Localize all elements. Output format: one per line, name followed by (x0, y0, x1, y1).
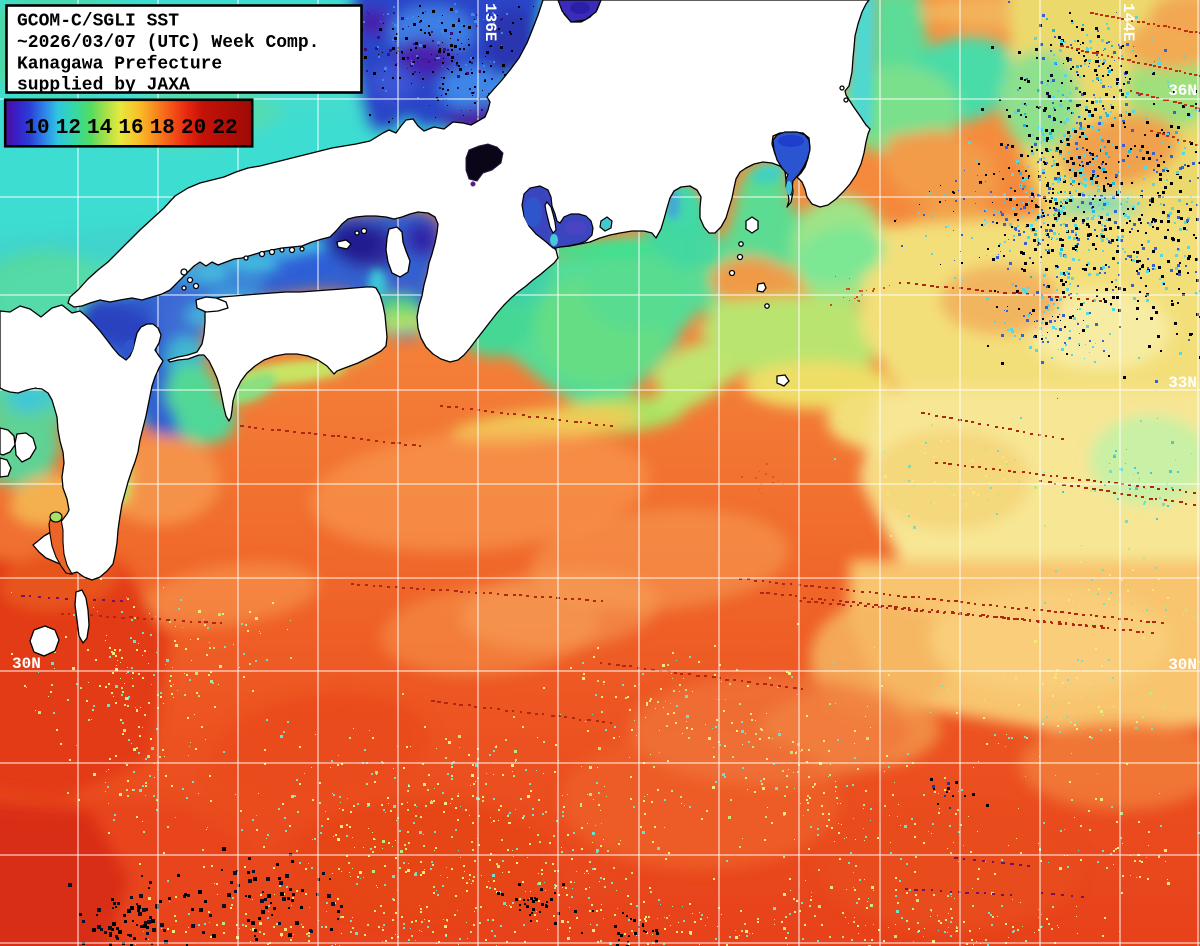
svg-text:Kanagawa Prefecture: Kanagawa Prefecture (17, 54, 222, 74)
svg-text:GCOM-C/SGLI SST: GCOM-C/SGLI SST (17, 12, 179, 32)
svg-text:supplied by JAXA: supplied by JAXA (17, 76, 190, 96)
svg-text:18: 18 (150, 117, 175, 140)
svg-text:144E: 144E (1119, 3, 1137, 41)
svg-text:33N: 33N (1168, 374, 1197, 392)
svg-text:10: 10 (24, 117, 49, 140)
svg-text:~2026/03/07 (UTC) Week Comp.: ~2026/03/07 (UTC) Week Comp. (17, 33, 319, 53)
svg-text:33N: 33N (12, 375, 41, 393)
svg-text:12: 12 (56, 117, 81, 140)
svg-text:30N: 30N (12, 655, 41, 673)
svg-text:20: 20 (181, 117, 206, 140)
svg-text:22: 22 (212, 117, 237, 140)
svg-text:30N: 30N (1168, 656, 1197, 674)
svg-text:36N: 36N (1168, 82, 1197, 100)
svg-text:16: 16 (118, 117, 143, 140)
svg-text:136E: 136E (481, 3, 499, 41)
svg-text:14: 14 (87, 117, 112, 140)
